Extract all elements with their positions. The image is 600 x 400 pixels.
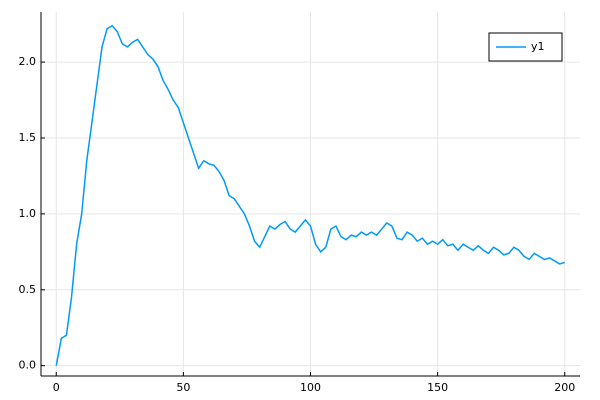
y-tick-label: 0.0 xyxy=(19,359,37,372)
y-tick-label: 1.0 xyxy=(19,207,37,220)
legend-label: y1 xyxy=(531,40,545,53)
y-tick-label: 1.5 xyxy=(19,131,37,144)
x-tick-label: 50 xyxy=(176,381,190,394)
x-tick-label: 150 xyxy=(427,381,448,394)
x-tick-label: 100 xyxy=(300,381,321,394)
line xyxy=(55,24,565,366)
y-tick-label: 2.0 xyxy=(19,55,37,68)
x-tick-label: 200 xyxy=(554,381,575,394)
y-tick-label: 0.5 xyxy=(19,283,37,296)
x-tick-label: 0 xyxy=(53,381,60,394)
